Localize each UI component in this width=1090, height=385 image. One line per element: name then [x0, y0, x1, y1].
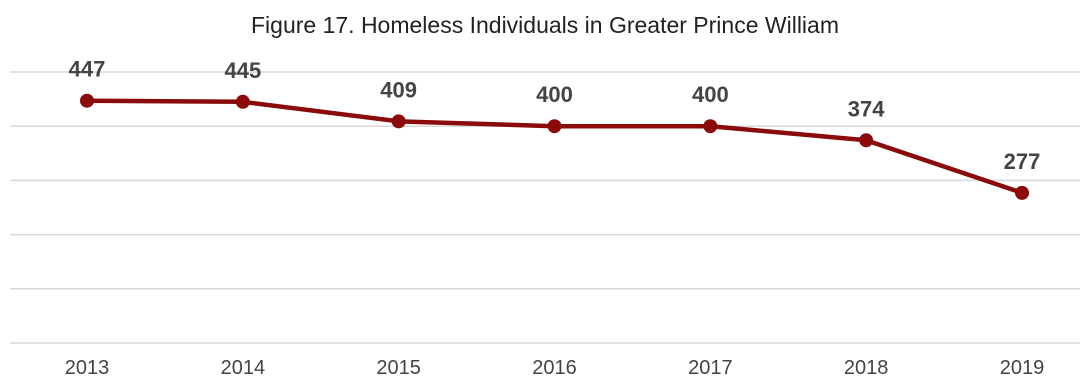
data-point: [547, 119, 562, 134]
data-point: [859, 133, 874, 148]
chart-title: Figure 17. Homeless Individuals in Great…: [251, 12, 839, 38]
data-label: 445: [224, 58, 261, 83]
x-tick-label: 2016: [532, 357, 577, 379]
x-tick-label: 2017: [688, 357, 733, 379]
data-label: 447: [69, 57, 106, 82]
data-label: 409: [380, 77, 417, 102]
x-tick-label: 2014: [221, 357, 266, 379]
data-point: [1015, 185, 1029, 200]
data-label: 400: [692, 82, 729, 107]
data-point: [391, 114, 406, 129]
data-label: 374: [848, 96, 885, 121]
x-tick-label: 2015: [376, 357, 421, 379]
data-point: [235, 94, 250, 109]
data-label: 400: [536, 82, 573, 107]
x-tick-label: 2019: [1000, 357, 1045, 379]
x-tick-label: 2018: [844, 357, 889, 379]
x-tick-label: 2013: [65, 357, 110, 379]
data-label: 277: [1004, 149, 1041, 174]
data-point: [703, 119, 718, 134]
data-point: [80, 93, 94, 108]
